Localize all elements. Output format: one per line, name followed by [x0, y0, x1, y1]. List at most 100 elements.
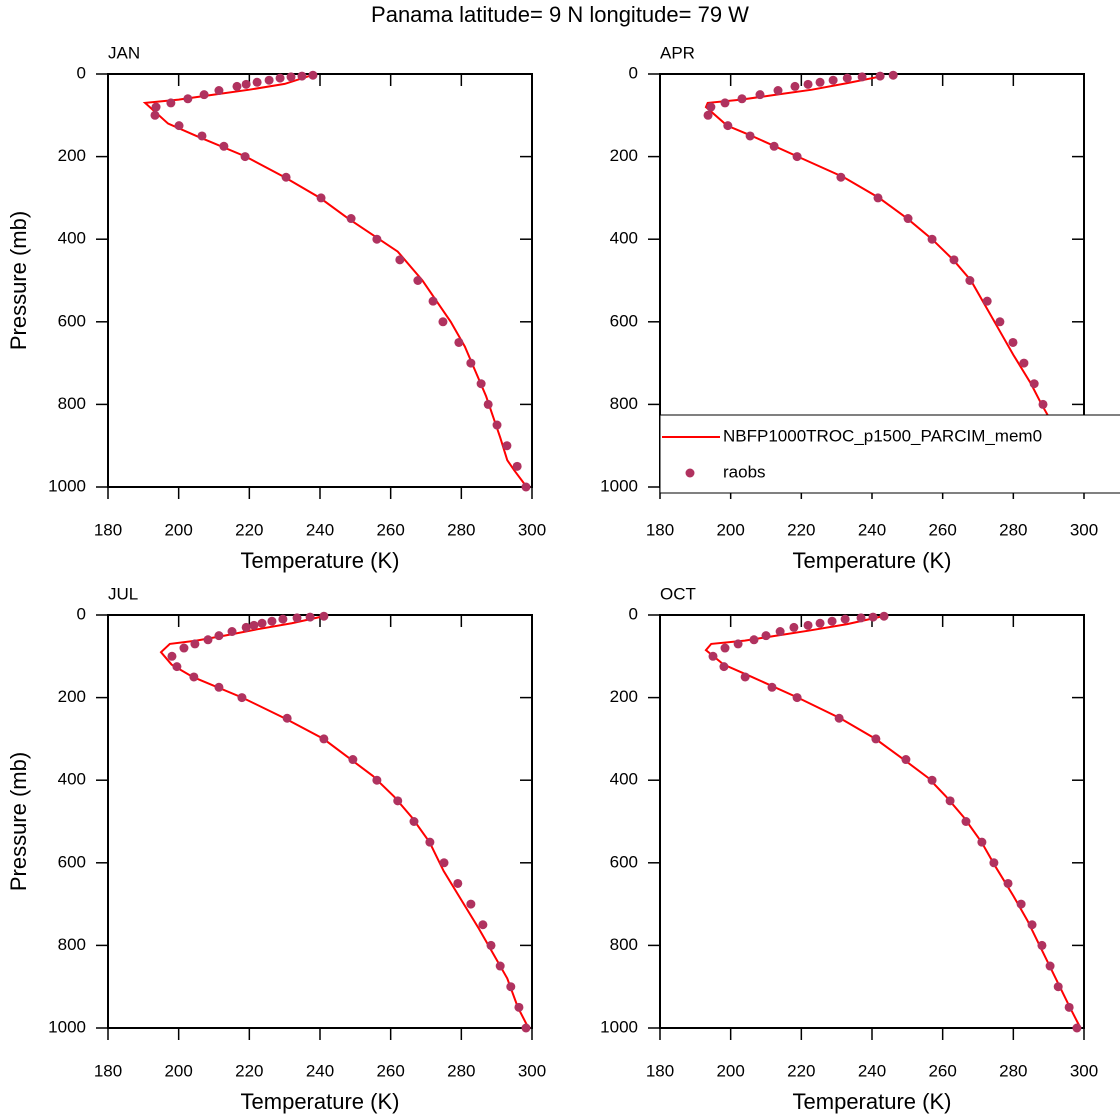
raob-point: [834, 713, 844, 723]
raob-point: [372, 234, 382, 244]
profile-line: [142, 73, 528, 488]
figure-title: Panama latitude= 9 N longitude= 79 W: [371, 2, 749, 27]
raob-point: [413, 276, 423, 285]
y-tick-label: 0: [77, 604, 86, 623]
raob-point: [249, 620, 259, 630]
raob-point: [172, 662, 182, 672]
raob-point: [903, 214, 913, 224]
raob-point: [1064, 1002, 1074, 1012]
raob-point: [871, 734, 881, 744]
x-tick-label: 200: [716, 520, 744, 539]
raob-point: [827, 616, 837, 626]
x-tick-label: 220: [787, 520, 815, 539]
raob-point: [506, 982, 516, 992]
raob-point: [989, 858, 999, 868]
x-tick-label: 200: [164, 520, 192, 539]
legend-label: NBFP1000TROC_p1500_PARCIM_mem0: [723, 426, 1042, 445]
raob-point: [197, 131, 207, 141]
raob-point: [769, 141, 779, 151]
raob-point: [706, 102, 716, 112]
profile-line: [704, 615, 1082, 1029]
raob-point: [879, 611, 889, 621]
y-tick-label: 600: [58, 852, 86, 871]
raob-point: [439, 858, 449, 868]
raob-point: [438, 317, 448, 327]
raob-point: [828, 75, 838, 85]
y-tick-label: 400: [610, 770, 638, 789]
raob-point: [1019, 358, 1029, 368]
raob-point: [492, 420, 502, 430]
raob-point: [286, 72, 296, 82]
raob-point: [708, 651, 718, 661]
raob-point: [292, 613, 302, 623]
raob-point: [1029, 379, 1039, 389]
x-tick-label: 180: [94, 520, 122, 539]
raob-point: [190, 639, 200, 649]
raob-point: [723, 121, 733, 131]
raob-point: [1037, 940, 1047, 950]
raob-point: [836, 172, 846, 182]
x-tick-label: 280: [999, 520, 1027, 539]
raob-point: [282, 713, 292, 723]
x-tick-label: 260: [376, 520, 404, 539]
raob-point: [767, 682, 777, 692]
x-tick-label: 200: [716, 1061, 744, 1080]
raob-point: [740, 672, 750, 682]
raob-point: [1053, 982, 1063, 992]
raob-point: [453, 878, 463, 888]
raob-point: [409, 817, 419, 826]
raob-point: [454, 337, 464, 347]
raob-point: [252, 77, 262, 87]
x-axis-label: Temperature (K): [793, 1089, 952, 1114]
raob-point: [803, 620, 813, 630]
raob-point: [761, 631, 771, 641]
raob-point: [502, 441, 512, 451]
x-tick-label: 300: [518, 520, 546, 539]
raob-point: [1038, 399, 1048, 409]
raob-point: [927, 234, 937, 244]
raob-point: [868, 612, 878, 622]
panel-title: JUL: [108, 584, 138, 603]
raob-point: [297, 71, 307, 81]
y-axis-label: Pressure (mb): [6, 752, 31, 891]
raob-point: [790, 81, 800, 91]
raob-point: [745, 131, 755, 141]
raob-point: [995, 317, 1005, 327]
raob-point: [151, 102, 161, 112]
raob-point: [842, 73, 852, 83]
raob-point: [773, 86, 783, 96]
raob-point: [1008, 337, 1018, 347]
raob-point: [495, 961, 505, 971]
raob-point: [395, 255, 405, 265]
plot-frame: [659, 614, 1085, 1029]
raob-point: [319, 734, 329, 744]
y-tick-label: 0: [77, 63, 86, 82]
y-tick-label: 600: [610, 311, 638, 330]
y-tick-label: 800: [58, 394, 86, 413]
raob-point: [720, 643, 730, 653]
raob-point: [965, 276, 975, 285]
y-tick-label: 800: [610, 394, 638, 413]
raob-point: [308, 70, 318, 80]
raob-point: [1027, 920, 1037, 930]
raob-point: [232, 81, 242, 91]
y-tick-label: 800: [610, 935, 638, 954]
legend-label: raobs: [723, 462, 766, 481]
y-tick-label: 400: [58, 770, 86, 789]
raob-point: [857, 72, 867, 82]
raob-point: [945, 796, 955, 806]
raob-point: [346, 214, 356, 224]
raob-point: [755, 90, 765, 100]
x-axis-label: Temperature (K): [241, 548, 400, 573]
raob-point: [982, 296, 992, 306]
raob-point: [278, 614, 288, 624]
x-tick-label: 200: [164, 1061, 192, 1080]
y-tick-label: 600: [58, 311, 86, 330]
y-tick-label: 200: [58, 146, 86, 165]
x-tick-label: 260: [376, 1061, 404, 1080]
raob-point: [203, 635, 213, 645]
raob-point: [1016, 899, 1026, 909]
x-tick-label: 280: [999, 1061, 1027, 1080]
raob-point: [1072, 1023, 1082, 1033]
